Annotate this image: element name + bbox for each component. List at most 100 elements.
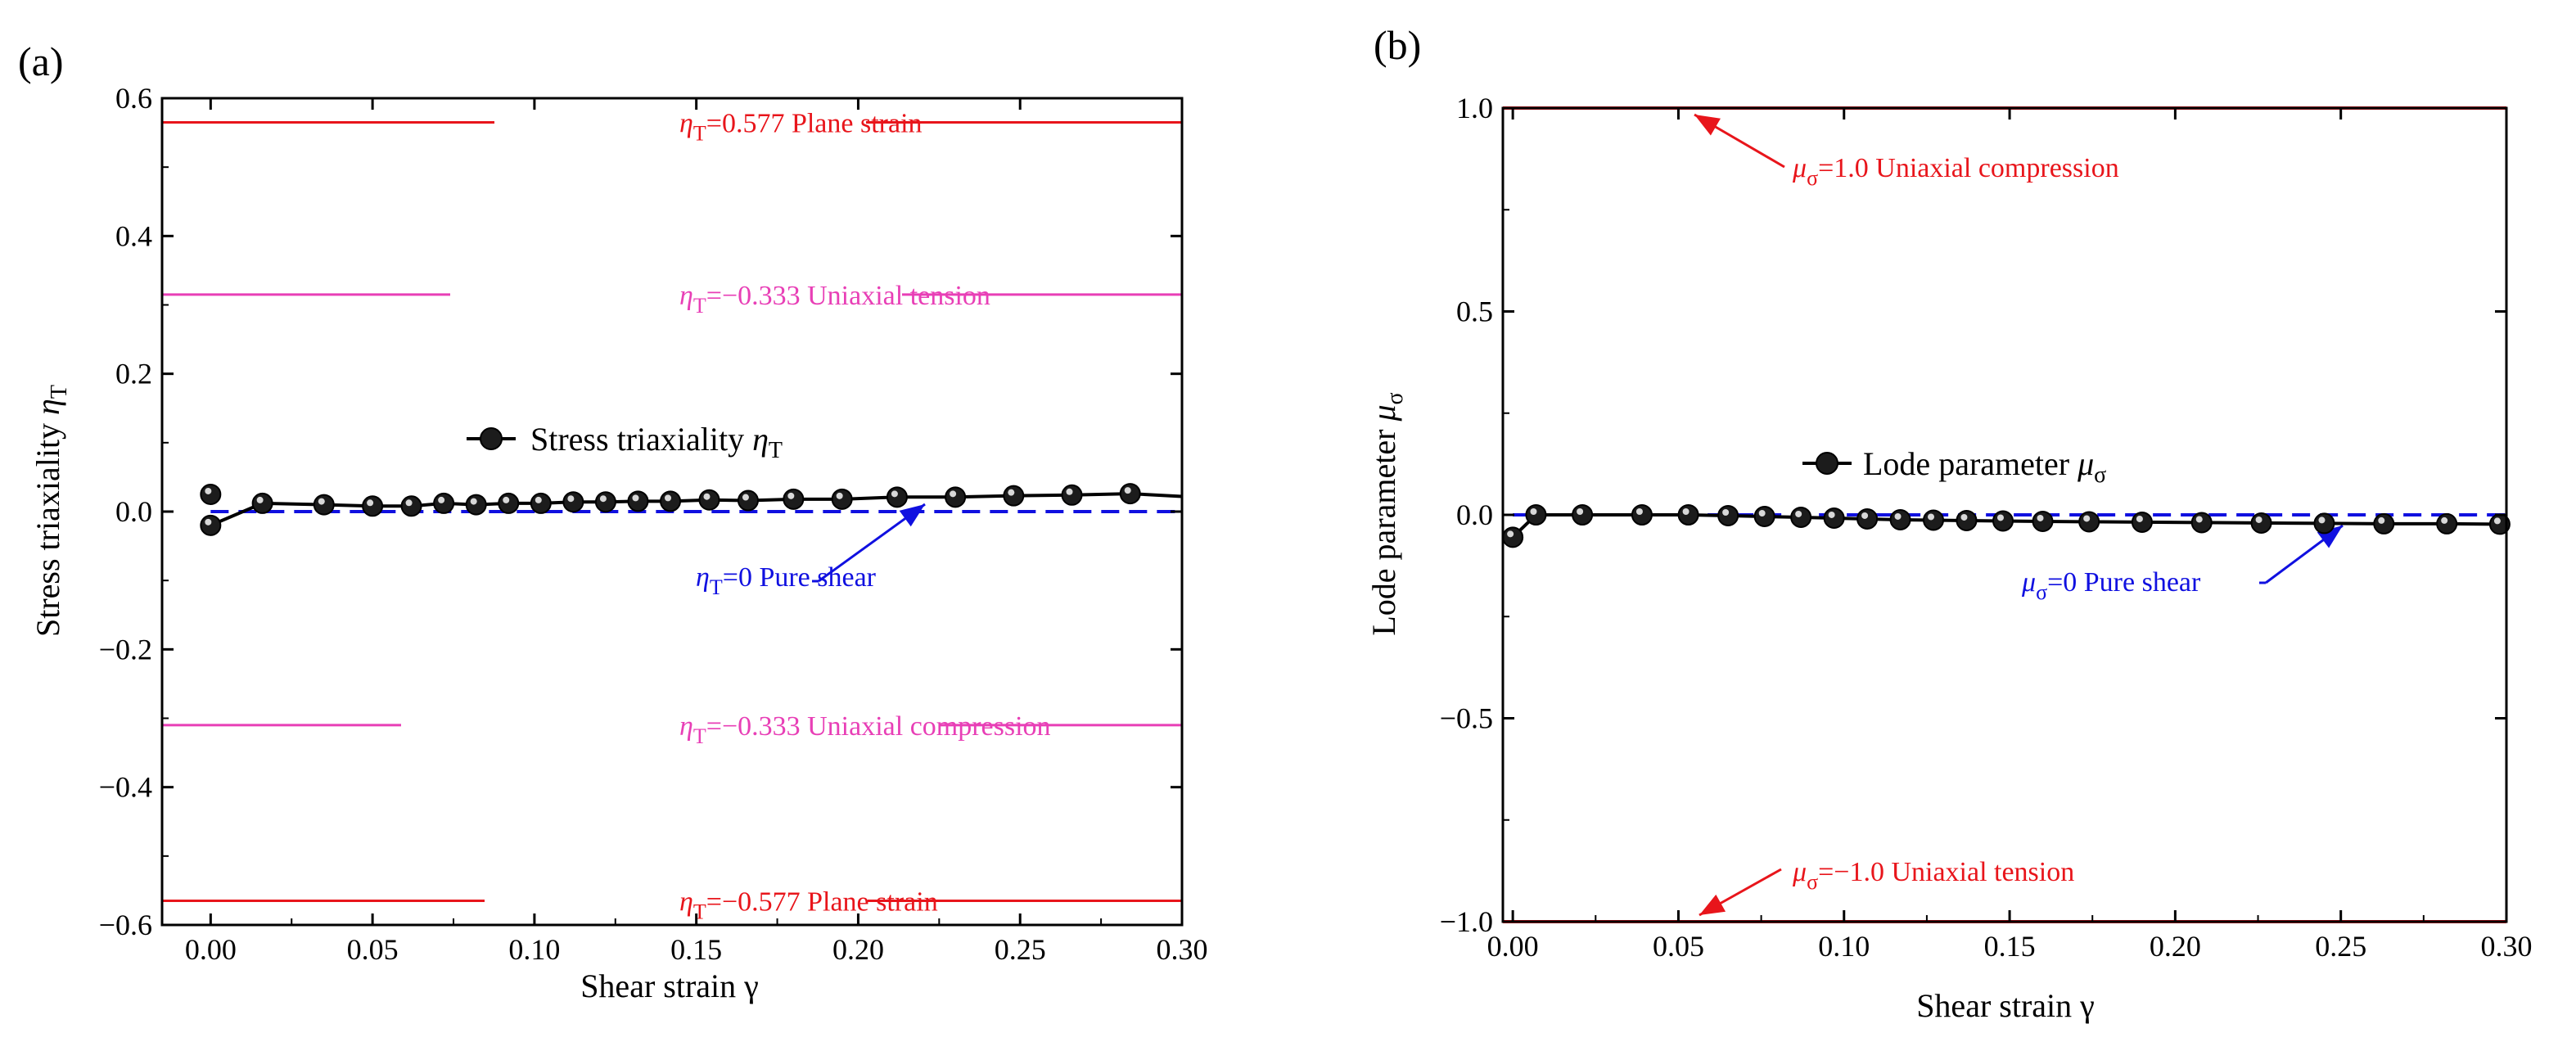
panel-b-x-tick-label-6: 0.30 [2481, 930, 2533, 963]
panel-a-series-0-point-22 [1119, 483, 1141, 505]
panel-a-x-tick-label-4: 0.20 [832, 933, 884, 966]
panel-b-y-tick-label-1: −0.5 [1440, 702, 1493, 735]
panel-a-series-0-point-17 [831, 488, 853, 510]
panel-b-x-tick-label-3: 0.15 [1984, 930, 2036, 963]
panel-b-series-0-point-20 [2373, 512, 2395, 535]
panel-a-series-0-point-14 [698, 489, 720, 511]
panel-a-x-tick-label-3: 0.15 [670, 933, 722, 966]
panel-a-axes: 0.00 0.05 0.10 0.15 0.20 0.25 0.30 −0.6 −0.4 −0.2… [99, 82, 1208, 966]
panel-a-ref-line-1: ηT=−0.333 Uniaxial tension [162, 281, 1182, 318]
panel-a-reference-lines: ηT=0.577 Plane strain ηT=−0.333 Uniaxial … [162, 108, 1182, 924]
panel-a-series-0-point-5 [400, 495, 422, 517]
panel-a-series-0-point-2 [251, 492, 273, 514]
panel-a-x-tick-label-0: 0.00 [185, 933, 237, 966]
panel-a-legend-marker [480, 427, 503, 450]
panel-b-series-0-point-15 [2078, 511, 2100, 533]
panel-a-ref-line-3-label: ηT=−0.333 Uniaxial compression [679, 711, 1051, 748]
panel-a-legend-label: Stress triaxiality ηT [530, 421, 783, 463]
panel-a-ref-line-0: ηT=0.577 Plane strain [162, 108, 1182, 145]
panel-b-ref-line-2-label: μσ=−1.0 Uniaxial tension [1792, 857, 2074, 894]
panel-b-series-0-point-0 [1502, 526, 1524, 548]
panel-b-letter: (b) [1374, 22, 1421, 68]
panel-a-series-0-point-3 [313, 494, 335, 516]
panel-b-legend: Lode parameter μσ [1802, 445, 2106, 488]
panel-b-lode-parameter-chart: (b) Lode parameter μσ Shear strain γ μσ=… [1365, 22, 2533, 1024]
panel-b-series-0-point-10 [1889, 508, 1911, 530]
panel-a-series-0-point-6 [433, 492, 455, 514]
panel-b-x-tick-label-2: 0.10 [1818, 930, 1870, 963]
panel-b-y-tick-label-2: 0.0 [1456, 498, 1493, 531]
panel-a-y-tick-label-3: 0.0 [115, 495, 152, 528]
panel-b-ref-line-0: μσ=1.0 Uniaxial compression [1503, 106, 2506, 190]
panel-a-ref-line-2: ηT=0 Pure shear [210, 503, 1182, 599]
panel-a-y-tick-label-2: −0.2 [99, 633, 152, 665]
panel-a-series-0-point-21 [1061, 484, 1083, 506]
panel-a-series-0-point-0 [200, 514, 222, 536]
panel-a-series-0-point-13 [660, 490, 682, 512]
panel-a-x-axis-title: Shear strain γ [580, 968, 759, 1004]
panel-b-y-tick-label-3: 0.5 [1456, 295, 1493, 328]
panel-a-series-0-point-15 [737, 489, 759, 512]
panel-b-series-0-point-22 [2488, 513, 2511, 535]
panel-b-series-0-point-9 [1856, 507, 1879, 530]
panel-a-series-0-point-4 [362, 495, 384, 517]
panel-b-series-0-point-4 [1677, 504, 1699, 526]
panel-a-y-tick-label-6: 0.6 [115, 82, 152, 115]
panel-b-y-axis-title: Lode parameter μσ [1365, 392, 1408, 635]
panel-a-series-0-point-18 [886, 486, 908, 508]
panel-b-series-0-point-16 [2131, 511, 2153, 533]
panel-b-series-0-point-2 [1572, 504, 1594, 526]
panel-b-ref-line-2-arrow-head [1699, 894, 1726, 915]
panel-b-series-0-point-12 [1956, 509, 1978, 531]
panel-a-x-tick-label-5: 0.25 [995, 933, 1046, 966]
panel-b-series-0-point-13 [1992, 510, 2014, 532]
panel-a-series-0-point-11 [594, 491, 616, 513]
panel-b-series-0-point-1 [1525, 504, 1547, 526]
panel-a-series-0-point-20 [1003, 485, 1025, 507]
panel-b-x-tick-label-4: 0.20 [2150, 930, 2201, 963]
panel-b-series-0-point-14 [2032, 510, 2054, 532]
panel-b-series-0-point-5 [1717, 504, 1739, 526]
panel-a-letter: (a) [18, 38, 64, 84]
panel-a-x-tick-label-1: 0.05 [347, 933, 399, 966]
panel-a-series-0-point-7 [465, 494, 487, 516]
panel-b-series-0-point-17 [2190, 512, 2213, 534]
panel-b-x-tick-label-5: 0.25 [2315, 930, 2366, 963]
panel-a-ref-line-2-label: ηT=0 Pure shear [696, 562, 877, 599]
panel-a-series-0-point-10 [562, 491, 584, 513]
panel-b-axes: 0.00 0.05 0.10 0.15 0.20 0.25 0.30 −1.0 −0.5 0.0 0… [1440, 92, 2533, 963]
panel-b-y-tick-label-4: 1.0 [1456, 92, 1493, 124]
panel-a-ref-line-4: ηT=−0.577 Plane strain [162, 887, 1182, 924]
panel-a-series-0-point-16 [783, 488, 805, 510]
panel-a-y-tick-label-1: −0.4 [99, 771, 152, 804]
panel-b-series-0-point-6 [1753, 505, 1775, 527]
panel-a-series-0-point-1 [200, 483, 222, 505]
panel-a-x-tick-label-6: 0.30 [1157, 933, 1208, 966]
panel-b-series-0-point-8 [1823, 507, 1845, 529]
panel-b-series-0-point-21 [2436, 512, 2458, 535]
panel-a-y-tick-label-5: 0.4 [115, 219, 152, 252]
panel-a-data-series [200, 483, 1183, 536]
panel-b-ref-line-0-arrow-head [1694, 115, 1721, 136]
panel-b-ref-line-2: μσ=−1.0 Uniaxial tension [1503, 857, 2506, 923]
panel-b-series-0-point-3 [1631, 504, 1653, 526]
panel-a-ref-line-4-label: ηT=−0.577 Plane strain [679, 887, 938, 924]
panel-b-data-series [1502, 504, 2511, 548]
panel-a-series-0-point-8 [498, 492, 520, 514]
panel-b-x-tick-label-0: 0.00 [1487, 930, 1539, 963]
panel-b-legend-label: Lode parameter μσ [1863, 445, 2106, 488]
panel-b-legend-marker [1816, 452, 1838, 475]
panel-b-ref-line-1-label: μσ=0 Pure shear [2021, 567, 2201, 604]
panel-a-x-tick-label-2: 0.10 [508, 933, 560, 966]
panel-a-legend: Stress triaxiality ηT [467, 421, 783, 463]
panel-a-series-0-point-12 [627, 490, 649, 512]
panel-b-x-axis-title: Shear strain γ [1916, 987, 2095, 1024]
panel-a-ref-line-1-label: ηT=−0.333 Uniaxial tension [679, 281, 990, 318]
panel-b-y-tick-label-0: −1.0 [1440, 905, 1493, 938]
panel-a-series-0-point-19 [945, 486, 967, 508]
panel-b-series-0-point-18 [2250, 512, 2272, 534]
panel-a-stress-triaxiality-chart: (a) Stress triaxiality ηT Shear strain γ… [18, 38, 1208, 1004]
panel-a-y-tick-label-4: 0.2 [115, 358, 152, 390]
panel-a-y-tick-label-0: −0.6 [99, 909, 152, 941]
